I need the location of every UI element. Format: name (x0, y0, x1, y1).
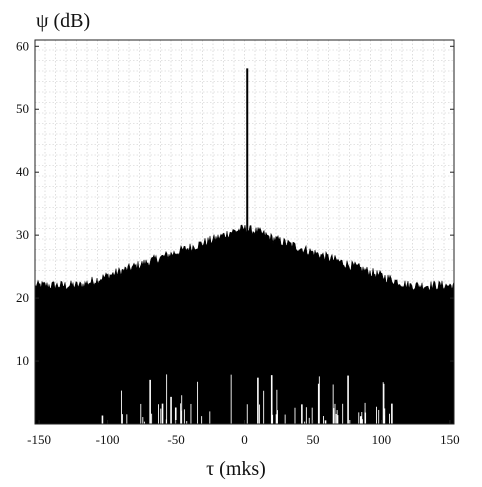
envelope-series (34, 224, 455, 425)
y-tick-label: 20 (16, 290, 29, 305)
x-tick-label: 150 (440, 432, 460, 447)
x-axis: -150 -100 -50 0 50 100 150 (27, 420, 460, 447)
x-tick-label: 50 (306, 432, 319, 447)
x-tick-label: 0 (241, 432, 248, 447)
envelope-gaps (101, 374, 393, 424)
x-axis-title: τ (mks) (206, 458, 266, 480)
x-tick-label: -150 (27, 432, 51, 447)
y-tick-label: 60 (16, 38, 29, 53)
y-tick-label: 50 (16, 101, 29, 116)
signal-envelope (34, 224, 455, 425)
y-tick-label: 10 (16, 353, 29, 368)
x-tick-label: -50 (167, 432, 184, 447)
y-axis: 10 20 30 40 50 60 (16, 38, 454, 368)
y-tick-label: 30 (16, 227, 29, 242)
x-tick-label: -100 (96, 432, 120, 447)
y-tick-label: 40 (16, 164, 29, 179)
x-tick-label: 100 (372, 432, 392, 447)
y-axis-title: ψ (dB) (36, 10, 90, 32)
